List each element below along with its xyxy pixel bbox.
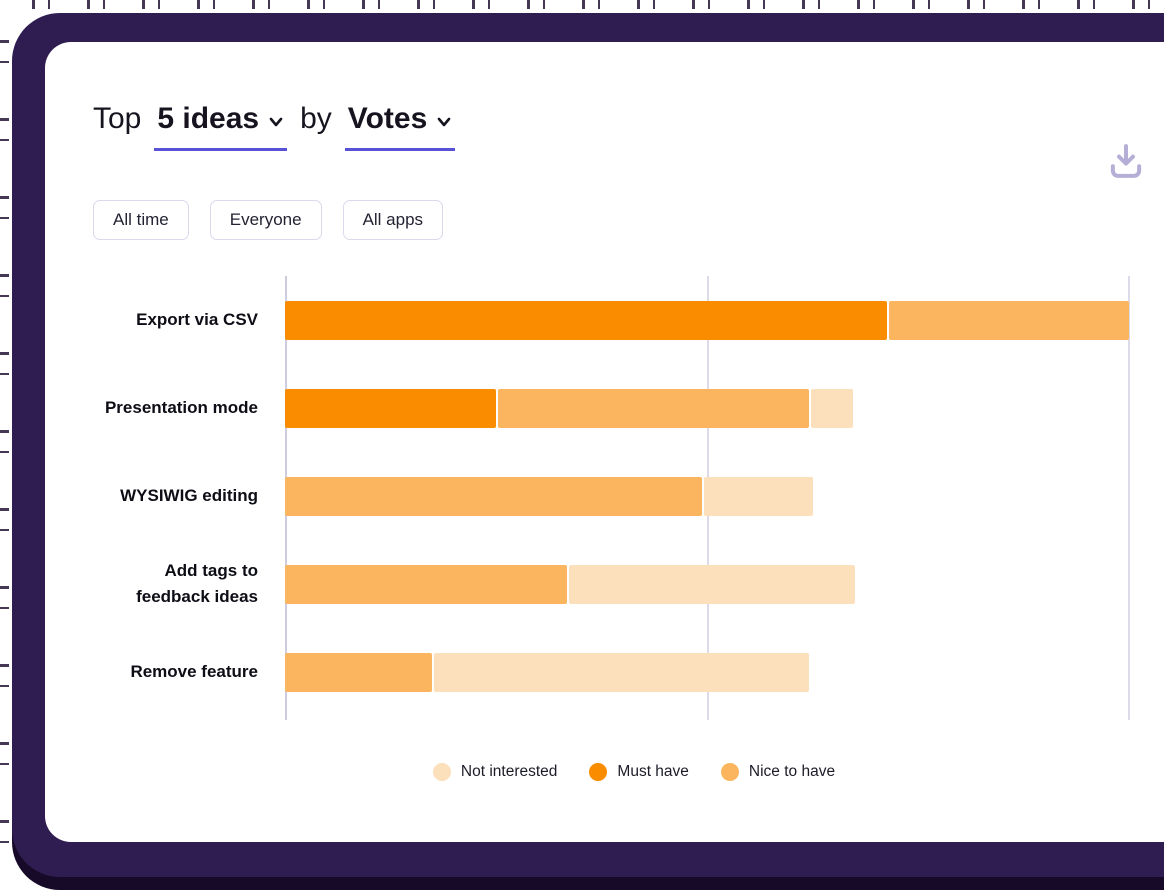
bar-segment[interactable] <box>285 652 433 692</box>
bar-track <box>285 476 814 516</box>
ideas-count-dropdown[interactable]: 5 ideas <box>154 100 288 151</box>
gridline <box>1128 276 1130 720</box>
legend-item[interactable]: Must have <box>589 763 689 781</box>
legend-label: Not interested <box>460 763 558 780</box>
bar-segment[interactable] <box>703 476 814 516</box>
bar-segment[interactable] <box>285 388 496 428</box>
filter-all-time[interactable]: All time <box>93 200 189 240</box>
legend-label: Must have <box>617 763 689 780</box>
page-edge-artifact-top <box>14 0 1164 9</box>
chevron-down-icon <box>437 117 451 127</box>
chart-row: Export via CSV <box>93 276 1139 364</box>
filter-all-apps[interactable]: All apps <box>342 200 444 240</box>
legend-dot <box>589 763 608 781</box>
chart-row: Remove feature <box>93 628 1139 716</box>
legend-item[interactable]: Not interested <box>432 763 558 781</box>
chart-title: Top 5 ideas by Votes <box>93 100 1164 151</box>
legend-item[interactable]: Nice to have <box>720 763 836 781</box>
bar-track <box>285 652 810 692</box>
card-header: Top 5 ideas by Votes <box>93 100 1164 192</box>
bar-segment[interactable] <box>497 388 810 428</box>
filter-everyone[interactable]: Everyone <box>209 200 322 240</box>
row-label: Add tags to feedback ideas <box>136 560 258 606</box>
filter-bar: All time Everyone All apps <box>93 200 1164 240</box>
chart-rows: Export via CSV Presentation mode WYSIWIG e… <box>93 276 1139 716</box>
row-label: WYSIWIG editing <box>120 485 258 505</box>
bar-segment[interactable] <box>811 388 854 428</box>
title-prefix: Top <box>93 102 142 135</box>
chart-legend: Not interested Must have Nice to have <box>73 763 1164 781</box>
page-edge-artifact-left <box>0 14 9 892</box>
bar-track <box>285 300 1129 340</box>
bar-segment[interactable] <box>285 564 568 604</box>
title-connector: by <box>300 102 332 135</box>
bar-track <box>285 388 854 428</box>
bar-segment[interactable] <box>569 564 856 604</box>
bar-segment[interactable] <box>285 476 702 516</box>
chart-row: Add tags to feedback ideas <box>93 540 1139 628</box>
bar-segment[interactable] <box>889 300 1129 340</box>
row-label: Remove feature <box>130 661 258 681</box>
bar-track <box>285 564 856 604</box>
header-actions <box>1105 140 1164 182</box>
ideas-count-dropdown-label: 5 ideas <box>157 102 260 135</box>
row-label: Export via CSV <box>136 309 258 329</box>
dashboard-card: Top 5 ideas by Votes <box>45 42 1164 842</box>
stacked-bar-chart: Export via CSV Presentation mode WYSIWIG e… <box>93 276 1164 720</box>
sort-by-dropdown-label: Votes <box>347 102 428 135</box>
legend-dot <box>432 763 451 781</box>
chart-row: WYSIWIG editing <box>93 452 1139 540</box>
download-icon[interactable] <box>1105 140 1147 182</box>
bar-segment[interactable] <box>434 652 810 692</box>
chevron-down-icon <box>269 117 283 127</box>
legend-dot <box>720 763 739 781</box>
row-label: Presentation mode <box>104 397 258 417</box>
plot-area: Export via CSV Presentation mode WYSIWIG e… <box>105 276 1137 720</box>
chart-row: Presentation mode <box>93 364 1139 452</box>
sort-by-dropdown[interactable]: Votes <box>344 100 456 151</box>
legend-label: Nice to have <box>748 763 836 780</box>
bar-segment[interactable] <box>285 300 888 340</box>
